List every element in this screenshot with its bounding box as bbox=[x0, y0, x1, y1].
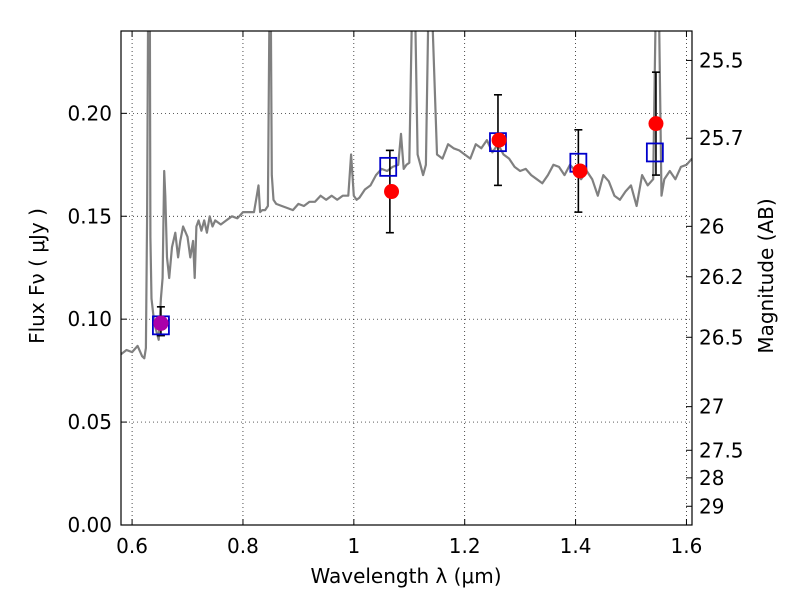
x-tick-label: 0.6 bbox=[116, 534, 148, 558]
y2-tick-label: 26.5 bbox=[699, 325, 744, 349]
axis-ticks: 0.6 0.8 1 1.2 1.4 1.6 0.00 0.05 0.10 0.15 0.20 25.5… bbox=[67, 31, 744, 558]
y-tick-label: 0.20 bbox=[67, 101, 112, 125]
observed-circle-marker bbox=[648, 116, 664, 132]
x-tick-label: 1 bbox=[347, 534, 360, 558]
y-tick-label: 0.10 bbox=[67, 307, 112, 331]
x-tick-label: 1.4 bbox=[560, 534, 592, 558]
y-tick-label: 0.05 bbox=[67, 410, 112, 434]
y2-tick-label: 27.5 bbox=[699, 438, 744, 462]
x-tick-label: 1.2 bbox=[449, 534, 481, 558]
model-square-marker bbox=[645, 142, 664, 163]
optical-point-marker bbox=[153, 315, 169, 331]
observed-circle-marker bbox=[572, 163, 588, 179]
y-axis-title: Flux Fν ( μJy ) bbox=[25, 208, 49, 344]
y2-tick-label: 25.5 bbox=[699, 48, 744, 72]
y2-tick-label: 26.2 bbox=[699, 265, 744, 289]
observed-circle-marker bbox=[384, 184, 400, 200]
y-tick-label: 0.00 bbox=[67, 513, 112, 537]
plot-frame bbox=[120, 30, 693, 526]
x-axis-title: Wavelength λ (μm) bbox=[310, 564, 501, 588]
y2-tick-label: 25.7 bbox=[699, 126, 744, 150]
observed-circle-marker bbox=[491, 132, 507, 148]
y2-tick-label: 26 bbox=[699, 214, 724, 238]
y2-axis-title: Magnitude (AB) bbox=[754, 198, 778, 353]
points-layer bbox=[152, 71, 664, 337]
y2-tick-label: 28 bbox=[699, 466, 724, 490]
x-tick-label: 1.6 bbox=[671, 534, 703, 558]
y2-tick-label: 27 bbox=[699, 395, 724, 419]
model-square-marker bbox=[379, 156, 398, 177]
x-tick-label: 0.8 bbox=[227, 534, 259, 558]
y-tick-label: 0.15 bbox=[67, 204, 112, 228]
y2-tick-label: 29 bbox=[699, 494, 724, 518]
